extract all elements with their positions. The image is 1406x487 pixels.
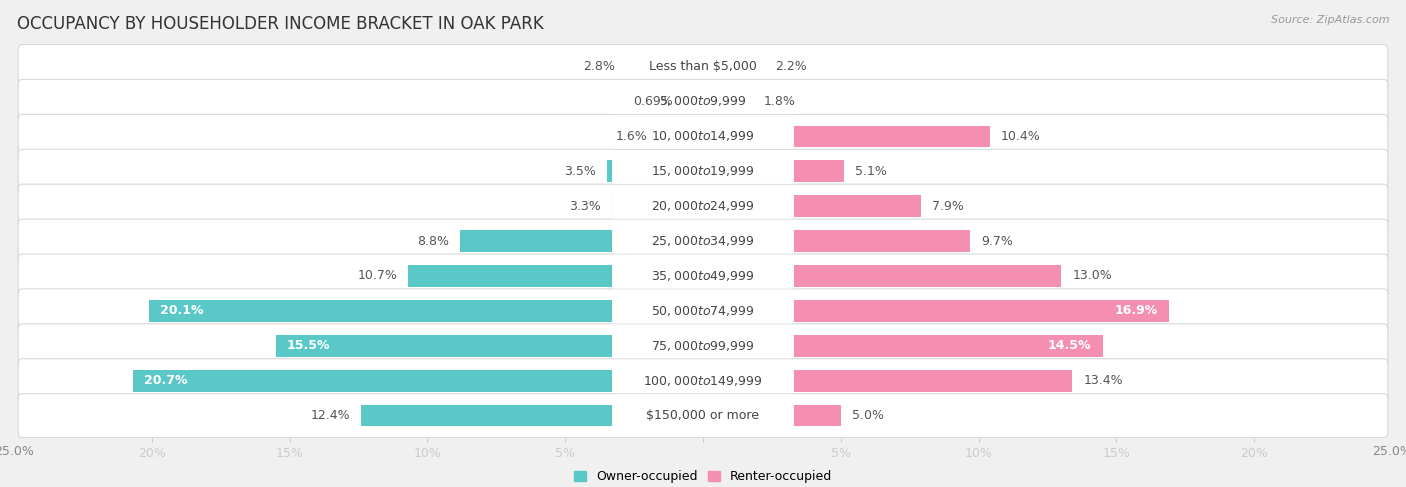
Text: $15,000 to $19,999: $15,000 to $19,999 [651,164,755,178]
Text: 7.9%: 7.9% [932,200,963,213]
FancyBboxPatch shape [612,228,794,254]
Text: $150,000 or more: $150,000 or more [647,409,759,422]
FancyBboxPatch shape [612,89,794,114]
Text: Less than $5,000: Less than $5,000 [650,60,756,73]
Bar [683,91,703,112]
Bar [276,335,703,356]
FancyBboxPatch shape [612,263,794,288]
FancyBboxPatch shape [612,159,794,184]
Bar [703,300,1168,322]
Text: Source: ZipAtlas.com: Source: ZipAtlas.com [1271,15,1389,25]
Bar [703,91,752,112]
Bar [703,405,841,427]
FancyBboxPatch shape [18,359,1388,403]
Text: 25.0%: 25.0% [1372,445,1406,458]
Text: OCCUPANCY BY HOUSEHOLDER INCOME BRACKET IN OAK PARK: OCCUPANCY BY HOUSEHOLDER INCOME BRACKET … [17,15,544,33]
Text: 5.0%: 5.0% [852,409,884,422]
Text: $5,000 to $9,999: $5,000 to $9,999 [659,94,747,109]
FancyBboxPatch shape [612,299,794,323]
Text: 13.0%: 13.0% [1073,269,1112,282]
Text: 20.7%: 20.7% [143,374,187,387]
Text: 10.7%: 10.7% [357,269,396,282]
Bar [703,195,921,217]
Bar [703,160,844,182]
FancyBboxPatch shape [18,149,1388,193]
Bar [606,160,703,182]
Bar [626,56,703,77]
Text: 8.8%: 8.8% [418,235,450,247]
Text: 12.4%: 12.4% [311,409,350,422]
FancyBboxPatch shape [18,324,1388,368]
Text: 0.69%: 0.69% [633,95,673,108]
Bar [703,265,1062,287]
Text: $75,000 to $99,999: $75,000 to $99,999 [651,339,755,353]
Bar [132,370,703,392]
FancyBboxPatch shape [612,368,794,393]
Text: $20,000 to $24,999: $20,000 to $24,999 [651,199,755,213]
Text: 2.8%: 2.8% [583,60,614,73]
Text: 1.8%: 1.8% [763,95,796,108]
Text: 5.1%: 5.1% [855,165,886,178]
Text: $100,000 to $149,999: $100,000 to $149,999 [644,374,762,388]
Bar [612,195,703,217]
Text: 10.4%: 10.4% [1001,130,1040,143]
FancyBboxPatch shape [612,333,794,358]
Bar [149,300,703,322]
FancyBboxPatch shape [612,194,794,219]
Text: 15.5%: 15.5% [287,339,330,352]
Text: 2.2%: 2.2% [775,60,807,73]
Text: $50,000 to $74,999: $50,000 to $74,999 [651,304,755,318]
Text: 20.1%: 20.1% [160,304,204,318]
Bar [703,56,763,77]
Text: 25.0%: 25.0% [0,445,34,458]
Bar [408,265,703,287]
FancyBboxPatch shape [18,114,1388,158]
FancyBboxPatch shape [18,44,1388,89]
Text: 9.7%: 9.7% [981,235,1014,247]
FancyBboxPatch shape [18,219,1388,263]
Legend: Owner-occupied, Renter-occupied: Owner-occupied, Renter-occupied [574,470,832,483]
FancyBboxPatch shape [612,403,794,428]
FancyBboxPatch shape [18,289,1388,333]
Text: 16.9%: 16.9% [1115,304,1157,318]
Text: 13.4%: 13.4% [1083,374,1123,387]
FancyBboxPatch shape [18,79,1388,123]
Bar [659,126,703,147]
FancyBboxPatch shape [612,54,794,79]
Bar [703,335,1102,356]
Text: $10,000 to $14,999: $10,000 to $14,999 [651,130,755,143]
Text: 1.6%: 1.6% [616,130,648,143]
FancyBboxPatch shape [18,254,1388,298]
Text: $35,000 to $49,999: $35,000 to $49,999 [651,269,755,283]
FancyBboxPatch shape [18,393,1388,438]
Text: $25,000 to $34,999: $25,000 to $34,999 [651,234,755,248]
Bar [703,370,1073,392]
Bar [461,230,703,252]
Bar [703,230,970,252]
Bar [703,126,990,147]
FancyBboxPatch shape [612,124,794,149]
Text: 3.5%: 3.5% [564,165,596,178]
FancyBboxPatch shape [18,184,1388,228]
Bar [361,405,703,427]
Text: 3.3%: 3.3% [569,200,600,213]
Text: 14.5%: 14.5% [1047,339,1091,352]
